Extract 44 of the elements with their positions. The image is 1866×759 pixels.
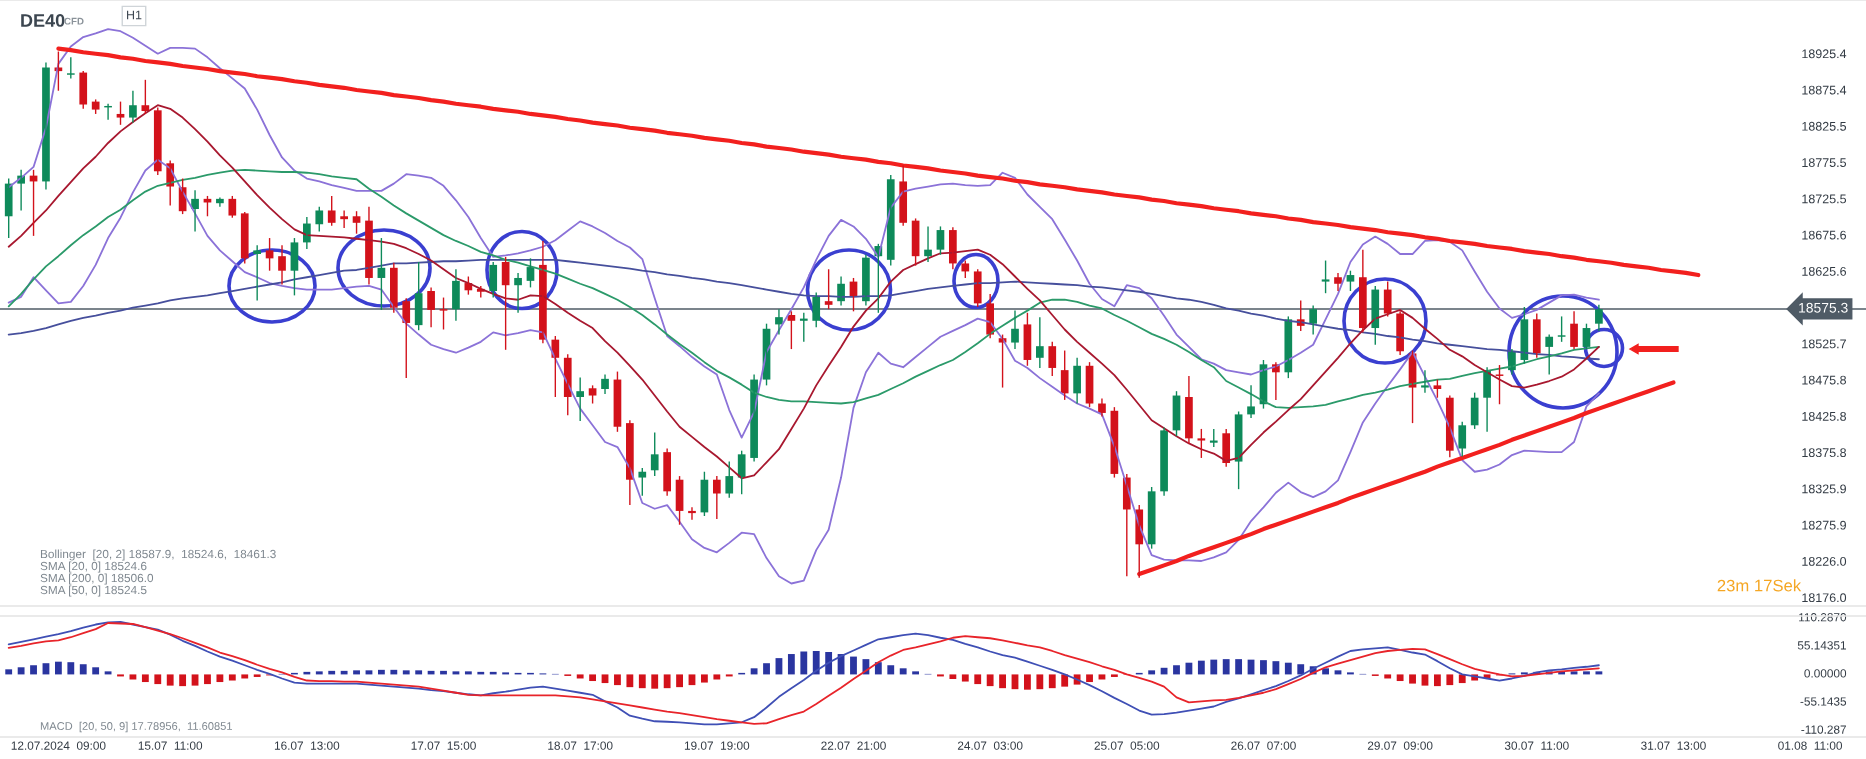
x-tick-label: 29.07 09:00 [1367, 741, 1433, 750]
ref-line-label: 18575.3 [1799, 302, 1848, 313]
annotation: Bollinger [20, 2] 18587.9, 18524.6, 18461.3 [40, 549, 276, 561]
y-tick-label: 18775.5 [1802, 158, 1847, 168]
y-tick-label: -55.1435 [1800, 697, 1847, 706]
y-tick-label: 18176.0 [1802, 593, 1847, 603]
y-tick-label: 18425.8 [1802, 411, 1847, 421]
annotation: H1 [127, 10, 142, 20]
x-tick-label: 19.07 19:00 [684, 741, 750, 750]
y-tick-label: 18275.9 [1802, 520, 1846, 530]
y-tick-label: 18875.4 [1802, 85, 1847, 95]
y-tick-label: 110.2870 [1799, 613, 1847, 622]
y-tick-label: 18475.8 [1802, 375, 1847, 385]
x-tick-label: 26.07 07:00 [1231, 741, 1296, 750]
annotation: SMA [20, 0] 18524.6 [40, 561, 147, 573]
x-tick-label: 16.07 13:00 [274, 741, 340, 750]
x-tick-label: 22.07 21:00 [821, 741, 886, 750]
x-tick-label: 12.07.2024 09:00 [11, 741, 106, 750]
x-tick-label: 30.07 11:00 [1504, 741, 1569, 750]
y-tick-label: 18925.4 [1802, 49, 1847, 59]
x-tick-label: 24.07 03:00 [957, 741, 1023, 750]
annotation: SMA [50, 0] 18524.5 [40, 585, 147, 597]
x-tick-label: 18.07 17:00 [548, 741, 613, 750]
annotation: SMA [200, 0] 18506.0 [40, 573, 154, 585]
text: DE40 [21, 14, 65, 27]
x-tick-label: 15.07 11:00 [138, 741, 203, 750]
x-tick-label: 25.07 05:00 [1094, 741, 1160, 750]
y-tick-label: 18825.5 [1802, 121, 1847, 131]
y-tick-label: 55.14351 [1797, 641, 1846, 650]
y-tick-label: 18675.6 [1802, 230, 1847, 240]
annotation: MACD [20, 50, 9] 17.78956, 11.60851 [40, 721, 232, 733]
y-tick-label: 18226.0 [1802, 556, 1847, 566]
y-tick-label: 18325.9 [1802, 484, 1846, 494]
annotation: CFD [64, 17, 84, 25]
y-tick-label: 18625.6 [1802, 266, 1847, 276]
y-tick-label: 18525.7 [1802, 339, 1846, 349]
x-tick-label: 31.07 13:00 [1641, 741, 1706, 750]
y-tick-label: -110.287 [1801, 725, 1846, 734]
y-tick-label: 0.00000 [1804, 669, 1847, 678]
annotation: 23m 17Sek [1717, 579, 1802, 592]
x-tick-label: 17.07 15:00 [411, 741, 476, 750]
y-tick-label: 18375.8 [1802, 448, 1847, 458]
x-tick-label: 01.08 11:00 [1778, 741, 1843, 750]
y-tick-label: 18725.5 [1802, 194, 1847, 204]
